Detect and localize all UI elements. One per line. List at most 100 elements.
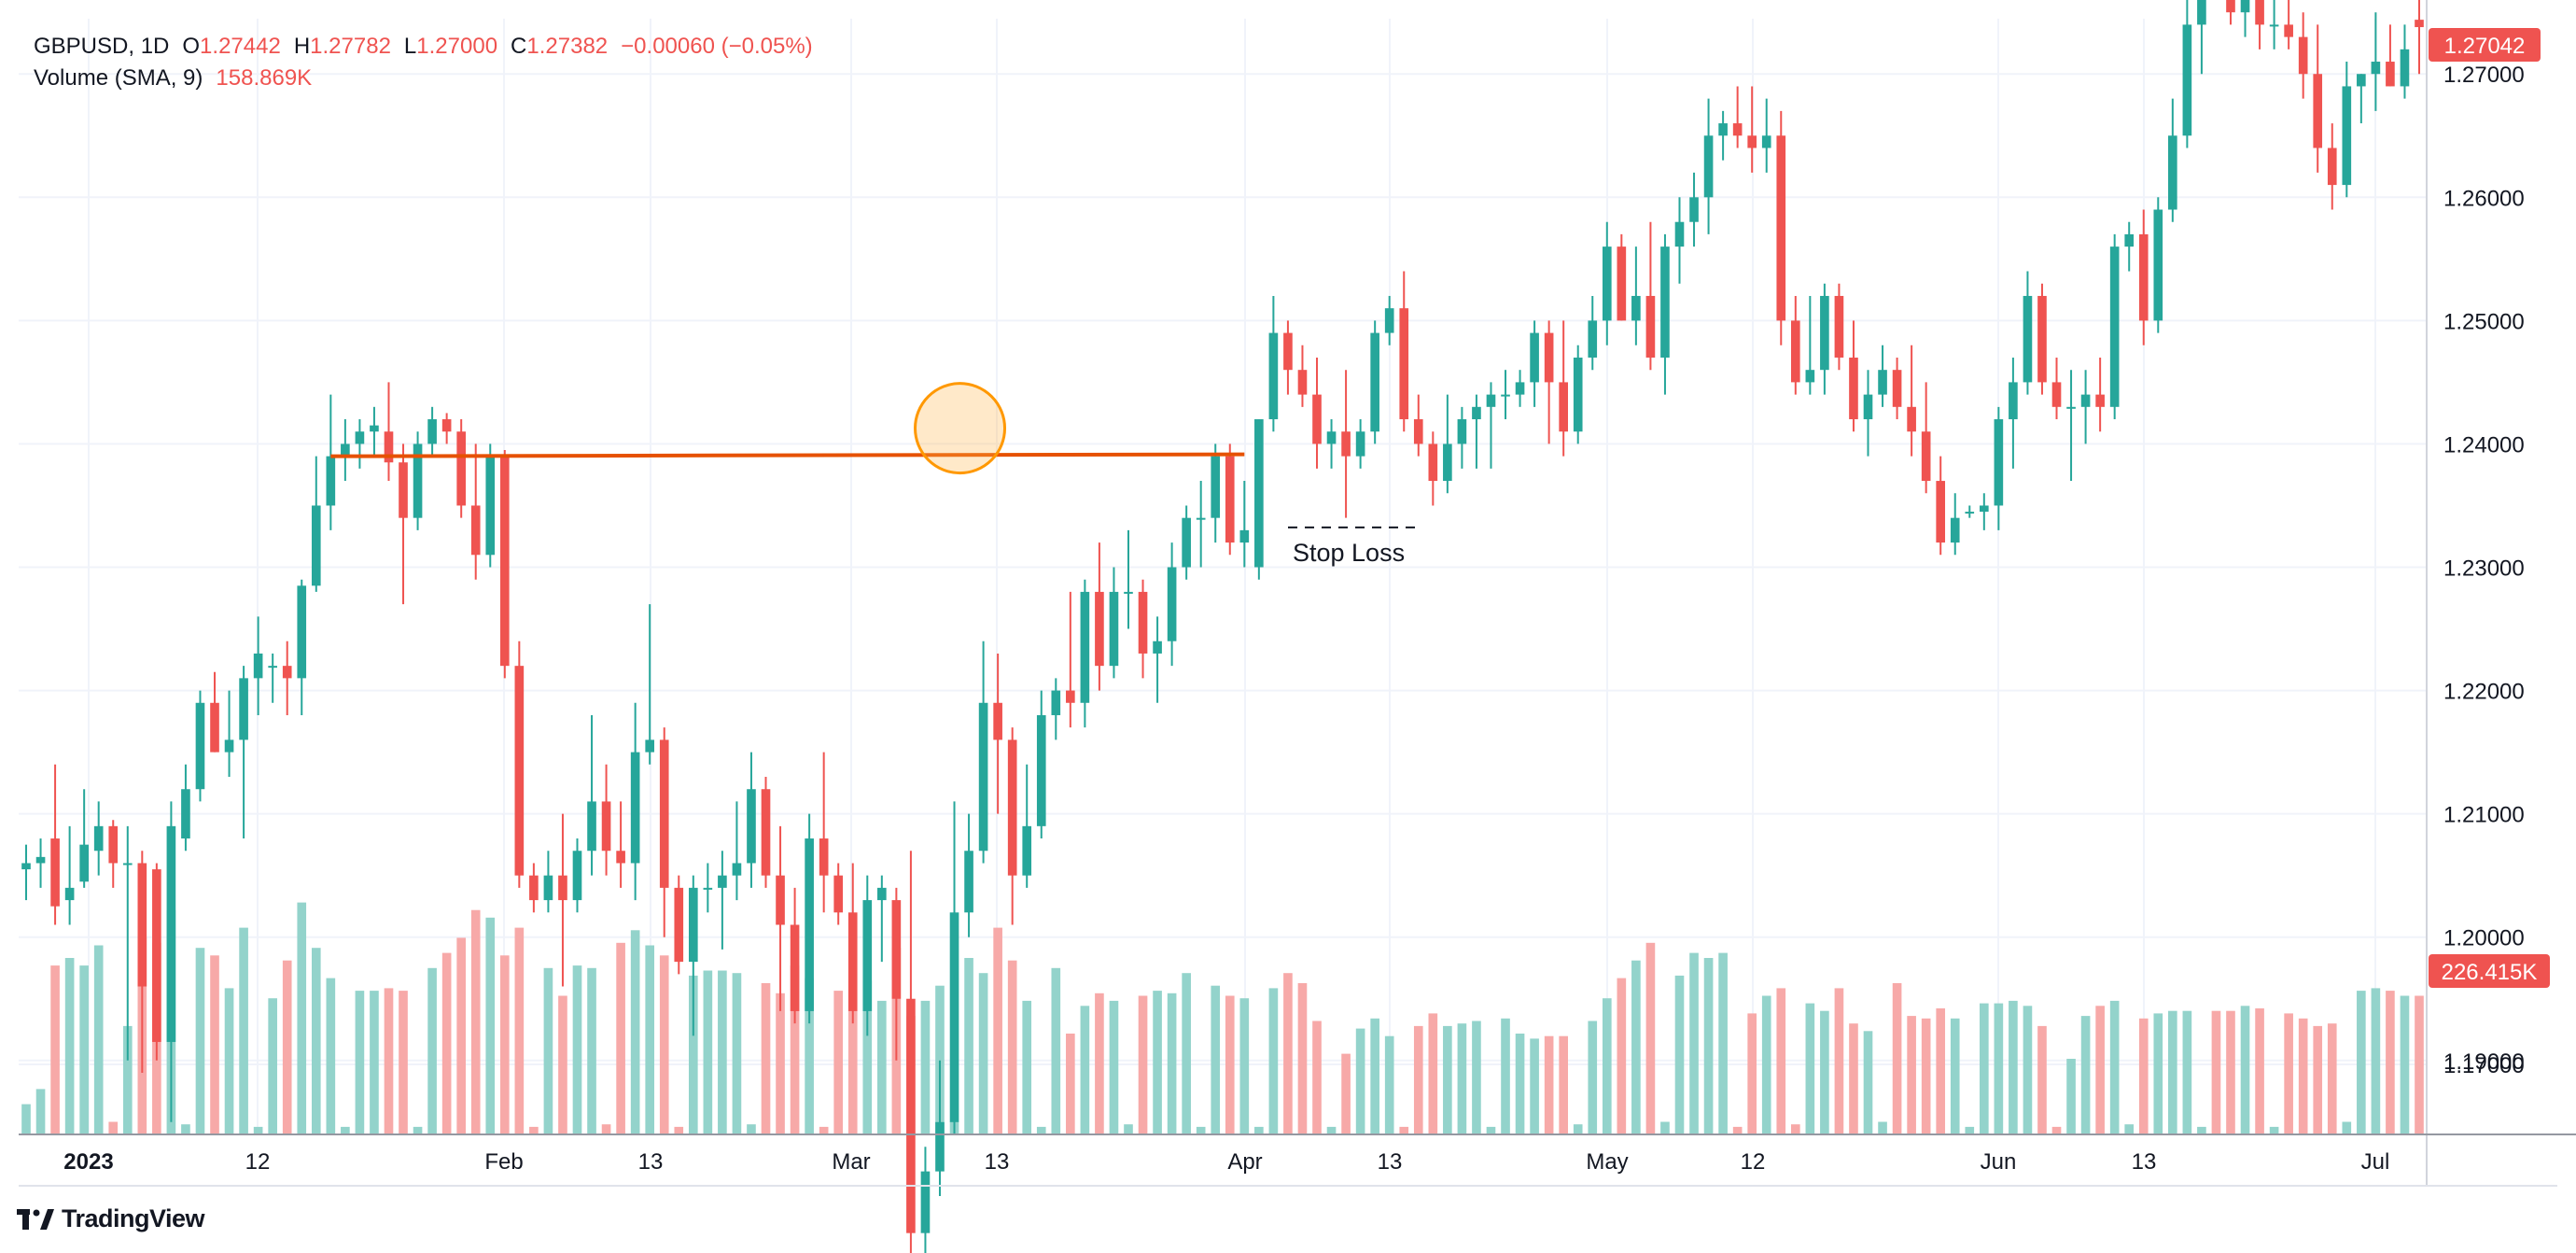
- y-tick-label: 1.17000: [2443, 1053, 2525, 1078]
- candle-body: [2327, 148, 2337, 186]
- candle-body: [399, 462, 408, 518]
- candle-body: [50, 838, 60, 907]
- volume-bar: [2327, 1023, 2337, 1134]
- volume-bar: [1254, 1126, 1264, 1134]
- candle-body: [1980, 505, 1989, 513]
- candle-body: [1965, 512, 1975, 514]
- volume-bar: [1530, 1038, 1539, 1134]
- candle-body: [1544, 332, 1554, 383]
- candle-body: [2168, 135, 2177, 210]
- candle-body: [456, 431, 466, 506]
- y-tick-label: 1.23000: [2443, 556, 2525, 582]
- volume-bar: [1138, 995, 1148, 1134]
- candle-body: [297, 585, 307, 679]
- volume-bar: [1457, 1023, 1467, 1134]
- volume-bar: [543, 967, 553, 1134]
- volume-bar: [326, 978, 336, 1134]
- volume-bar: [1980, 1003, 1989, 1134]
- volume-bar: [1994, 1003, 2004, 1134]
- candle-body: [1007, 739, 1017, 876]
- candle-body: [949, 912, 959, 1122]
- candle-body: [413, 443, 423, 518]
- volume-bar: [2386, 991, 2395, 1134]
- candle-body: [1950, 517, 1960, 543]
- high-value: 1.27782: [310, 34, 391, 59]
- candle-body: [1283, 332, 1293, 371]
- x-tick-label: 12: [245, 1149, 271, 1175]
- candle-body: [2255, 0, 2264, 25]
- volume-bar: [703, 970, 713, 1134]
- candle-body: [1254, 419, 1264, 568]
- candle-body: [1936, 481, 1946, 543]
- volume-label[interactable]: Volume (SMA, 9): [34, 65, 203, 91]
- candle-body: [674, 887, 684, 963]
- volume-bar: [2400, 995, 2410, 1134]
- candle-body: [2066, 406, 2076, 409]
- candle-body: [514, 666, 525, 876]
- candle-body: [718, 875, 727, 888]
- candle-body: [1066, 690, 1075, 703]
- volume-bar: [441, 952, 452, 1134]
- volume-bar: [1602, 998, 1612, 1134]
- volume-bar: [1936, 1008, 1946, 1134]
- volume-bar: [993, 927, 1002, 1134]
- volume-bar: [1660, 1121, 1670, 1134]
- candle-body: [1820, 295, 1829, 371]
- volume-bar: [21, 1104, 31, 1134]
- candle-body: [1486, 394, 1496, 407]
- candle-body: [659, 739, 669, 888]
- volume-bar: [1051, 967, 1061, 1134]
- candle-body: [1863, 394, 1873, 420]
- candle-body: [2153, 209, 2163, 321]
- candle-body: [776, 875, 785, 925]
- candle-body: [993, 702, 1002, 740]
- candle-body: [1268, 332, 1279, 420]
- volume-bar: [2095, 1006, 2105, 1134]
- candle-body: [195, 702, 205, 790]
- volume-bar: [2168, 1010, 2177, 1134]
- candle-body: [1645, 295, 1656, 358]
- volume-bar: [2153, 1013, 2163, 1134]
- open-value: 1.27442: [200, 34, 281, 59]
- tradingview-logo[interactable]: TradingView: [17, 1204, 205, 1233]
- candle-body: [1732, 123, 1743, 136]
- candle-body: [2284, 24, 2293, 37]
- volume-bar: [1472, 1021, 1481, 1134]
- candle-body: [1689, 197, 1699, 222]
- volume-bar: [761, 983, 771, 1134]
- candle-body: [2357, 74, 2366, 87]
- candle-body: [370, 425, 379, 432]
- volume-bar: [470, 909, 481, 1134]
- candle-body: [2080, 394, 2091, 407]
- volume-bar: [1370, 1018, 1379, 1134]
- candle-body: [210, 702, 219, 753]
- candle-body: [1051, 690, 1061, 715]
- x-tick-label: Jul: [2361, 1149, 2390, 1175]
- volume-bar: [1689, 952, 1699, 1134]
- candle-body: [1312, 394, 1322, 444]
- candle-body: [891, 900, 902, 999]
- volume-bar: [514, 927, 525, 1134]
- candle-body: [1036, 714, 1046, 826]
- x-tick-label: Mar: [832, 1149, 870, 1175]
- candle-body: [1631, 295, 1641, 321]
- volume-bar: [253, 1126, 263, 1134]
- volume-bar: [2284, 1013, 2293, 1134]
- candle-body: [341, 443, 350, 457]
- volume-bar: [1588, 1021, 1598, 1134]
- volume-bar: [1196, 1126, 1206, 1134]
- volume-bar: [1849, 1023, 1858, 1134]
- candle-body: [2269, 24, 2279, 27]
- volume-bar: [718, 970, 727, 1134]
- volume-bar: [819, 1126, 829, 1134]
- candle-body: [862, 900, 873, 1011]
- candle-body: [470, 505, 481, 556]
- low-value: 1.27000: [416, 34, 498, 59]
- symbol-label[interactable]: GBPUSD, 1D: [34, 34, 170, 59]
- candle-body: [2023, 295, 2033, 383]
- candle-body: [1443, 443, 1452, 482]
- candle-body: [616, 851, 625, 864]
- y-tick-label: 1.26000: [2443, 186, 2525, 211]
- candle-body: [978, 702, 988, 852]
